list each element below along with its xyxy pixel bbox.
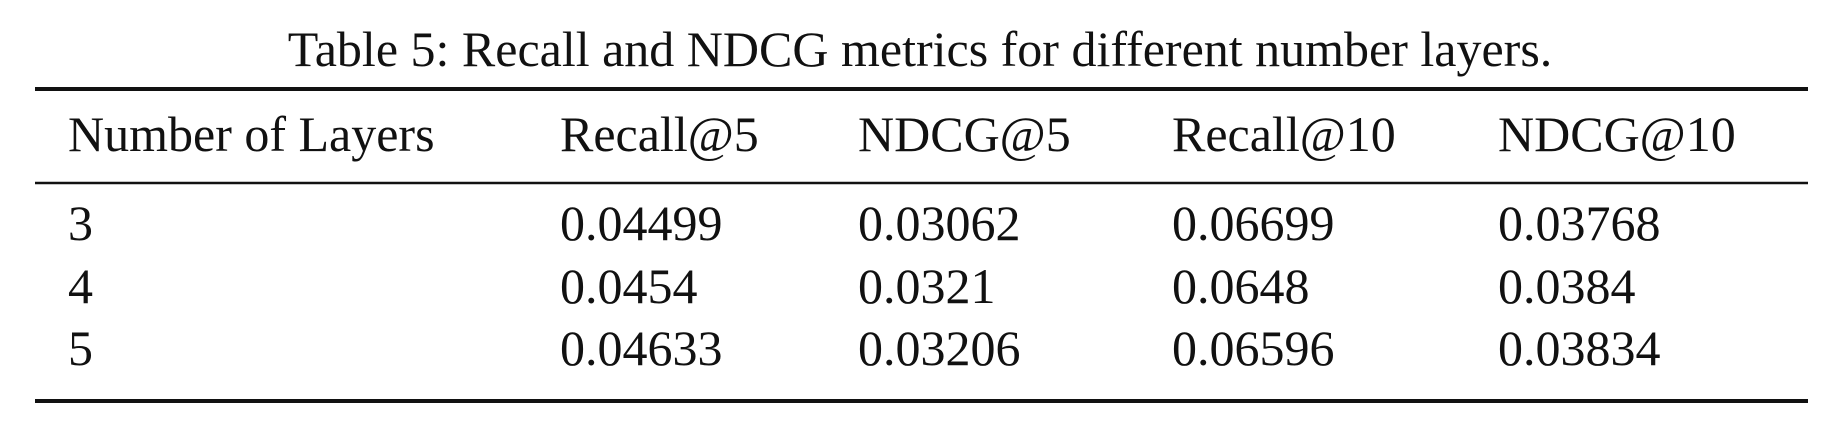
table-cell: 0.06699 — [1172, 195, 1335, 251]
table-cell: 0.0321 — [858, 258, 996, 314]
table-cell: 0.04499 — [560, 195, 723, 251]
table-cell: 3 — [68, 195, 93, 251]
table-cell: 0.04633 — [560, 320, 723, 376]
table-cell: 0.06596 — [1172, 320, 1335, 376]
table-cell: 0.03768 — [1498, 195, 1661, 251]
header-cell: NDCG@10 — [1498, 106, 1736, 162]
header-cell: Number of Layers — [68, 106, 435, 162]
table-cell: 0.0648 — [1172, 258, 1310, 314]
table-caption: Table 5: Recall and NDCG metrics for dif… — [288, 21, 1553, 77]
header-cell: Recall@10 — [1172, 106, 1396, 162]
table-cell: 5 — [68, 320, 93, 376]
table-cell: 0.0454 — [560, 258, 698, 314]
table-cell: 0.0384 — [1498, 258, 1636, 314]
table-cell: 0.03206 — [858, 320, 1021, 376]
header-cell: NDCG@5 — [858, 106, 1071, 162]
table-cell: 0.03062 — [858, 195, 1021, 251]
header-cell: Recall@5 — [560, 106, 759, 162]
table-cell: 4 — [68, 258, 93, 314]
table-cell: 0.03834 — [1498, 320, 1661, 376]
